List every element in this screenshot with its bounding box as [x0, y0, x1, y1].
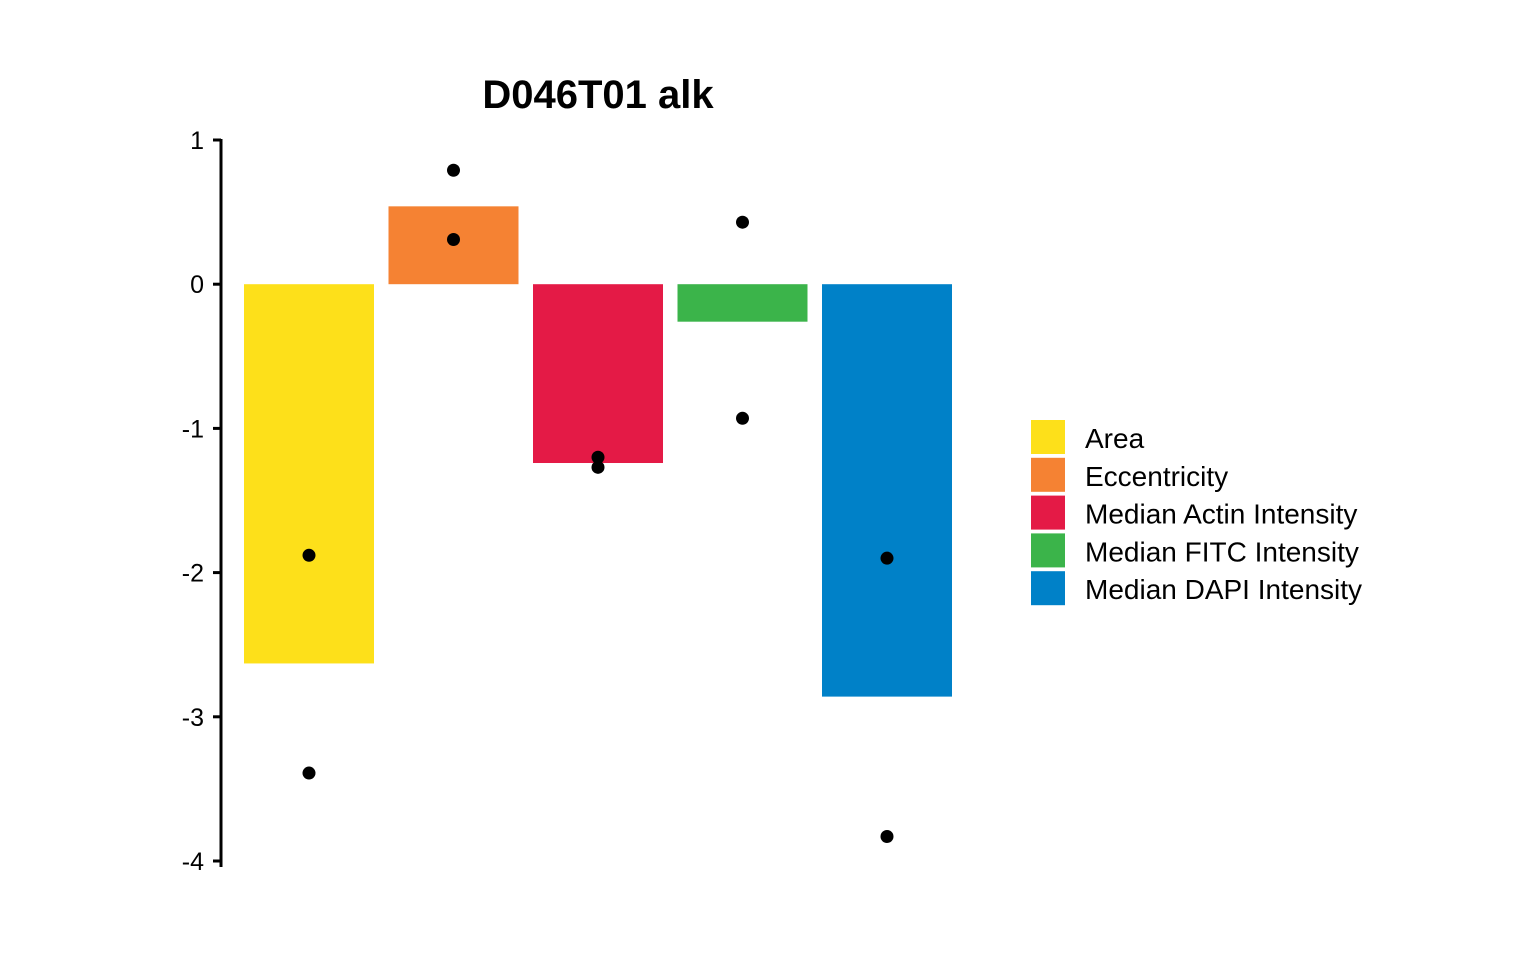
y-tick-label: -2: [182, 560, 204, 588]
data-point: [880, 829, 894, 843]
legend: Area Eccentricity Median Actin Intensity Me…: [1031, 420, 1362, 606]
y-tick-label: -4: [182, 848, 204, 876]
legend-label: Median Actin Intensity: [1085, 499, 1357, 530]
y-axis: 1 0 -1 -2 -3 -4: [182, 127, 223, 876]
legend-key: [1031, 533, 1065, 568]
chart-title: D046T01 alk: [482, 73, 714, 117]
legend-label: Median DAPI Intensity: [1085, 574, 1362, 605]
data-point: [591, 450, 605, 464]
y-tick-label: 0: [190, 271, 204, 299]
legend-key: [1031, 457, 1065, 492]
data-point: [736, 215, 749, 229]
legend-key: [1031, 571, 1065, 606]
legend-key: [1031, 495, 1065, 530]
data-points: [302, 163, 894, 843]
data-point: [736, 411, 749, 425]
y-tick-label: -3: [182, 704, 204, 732]
bar-median-dapi-intensity: [822, 284, 952, 697]
data-point: [591, 460, 605, 474]
bar-median-fitc-intensity: [677, 284, 808, 322]
data-point: [447, 163, 460, 177]
data-point: [302, 548, 316, 562]
legend-label: Eccentricity: [1085, 461, 1228, 492]
bars: [244, 206, 952, 697]
y-tick-label: -1: [182, 415, 204, 443]
y-tick-label: 1: [190, 127, 204, 155]
legend-label: Median FITC Intensity: [1085, 536, 1359, 567]
legend-key: [1031, 420, 1065, 454]
bar-area: [244, 284, 374, 664]
data-point: [880, 551, 894, 565]
bar-median-actin-intensity: [533, 284, 663, 464]
data-point: [302, 766, 316, 780]
data-point: [447, 232, 460, 246]
legend-label: Area: [1085, 423, 1145, 454]
